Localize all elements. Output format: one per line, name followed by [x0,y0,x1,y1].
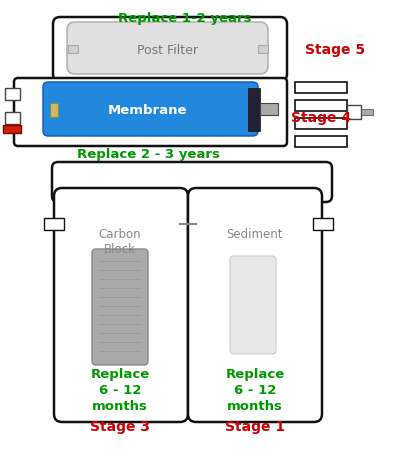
Bar [68,45,78,53]
Bar [360,109,372,115]
FancyBboxPatch shape [52,162,331,202]
Bar [247,88,259,131]
FancyBboxPatch shape [43,82,257,136]
Bar [257,45,267,53]
Bar [50,103,58,117]
FancyBboxPatch shape [188,188,321,422]
Bar [346,105,360,119]
FancyBboxPatch shape [5,88,20,100]
Bar [294,136,346,147]
Text: Stage 5: Stage 5 [304,43,364,57]
Text: Replace
6 - 12
months: Replace 6 - 12 months [225,368,284,413]
Bar [294,100,346,111]
Bar [3,125,21,133]
FancyBboxPatch shape [67,22,267,74]
Text: Membrane: Membrane [108,104,187,118]
Text: Carbon
Block: Carbon Block [98,228,141,256]
Text: Replace 1-2 years: Replace 1-2 years [118,12,251,25]
FancyBboxPatch shape [92,249,148,365]
FancyBboxPatch shape [229,256,275,354]
Text: Replace 2 - 3 years: Replace 2 - 3 years [76,148,219,161]
Bar [294,118,346,129]
Text: Post Filter: Post Filter [137,44,198,56]
FancyBboxPatch shape [14,78,286,146]
FancyBboxPatch shape [5,112,20,124]
Bar [44,218,64,230]
FancyBboxPatch shape [53,17,286,81]
Text: Replace
6 - 12
months: Replace 6 - 12 months [90,368,149,413]
Bar [294,82,346,93]
Text: Stage 4: Stage 4 [290,111,350,125]
FancyBboxPatch shape [54,188,188,422]
Bar [312,218,332,230]
Bar [259,103,277,115]
Text: Sediment: Sediment [226,228,283,241]
Text: Stage 3: Stage 3 [90,420,150,434]
Text: Stage 1: Stage 1 [225,420,284,434]
